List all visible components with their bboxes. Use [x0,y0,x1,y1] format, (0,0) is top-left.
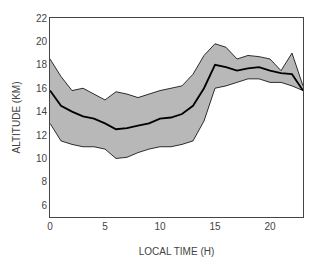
svg-text:15: 15 [209,221,221,232]
svg-text:ALTITUDE (KM): ALTITUDE (KM) [11,81,22,153]
svg-text:20: 20 [36,36,48,47]
svg-text:14: 14 [36,106,48,117]
svg-text:18: 18 [36,59,48,70]
svg-text:0: 0 [47,221,53,232]
svg-text:10: 10 [36,153,48,164]
svg-text:12: 12 [36,130,48,141]
svg-text:8: 8 [41,176,47,187]
svg-text:6: 6 [41,200,47,211]
svg-text:LOCAL TIME (H): LOCAL TIME (H) [139,246,215,257]
svg-text:10: 10 [154,221,166,232]
svg-text:22: 22 [36,13,48,24]
svg-text:20: 20 [264,221,276,232]
svg-text:5: 5 [102,221,108,232]
svg-text:16: 16 [36,83,48,94]
